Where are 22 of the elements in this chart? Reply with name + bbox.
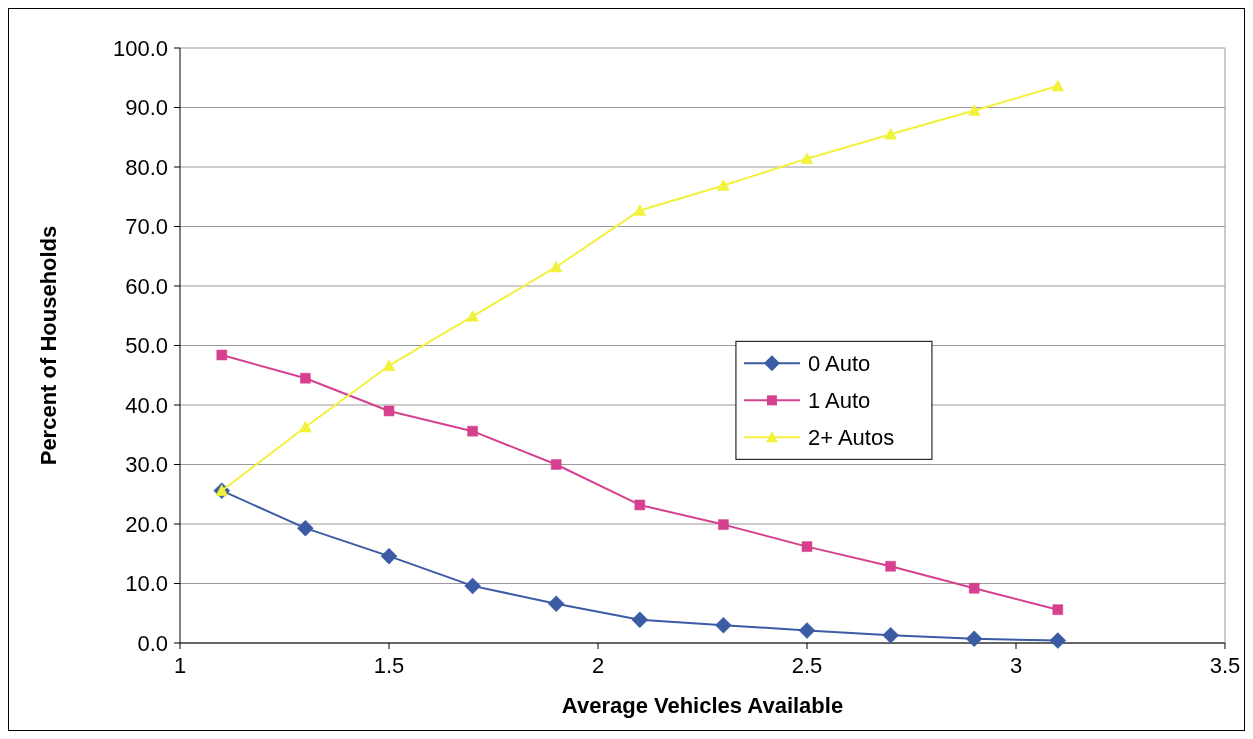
y-axis-title: Percent of Households <box>36 225 61 466</box>
y-tick-label: 50.0 <box>125 333 168 359</box>
y-tick-label: 10.0 <box>125 571 168 597</box>
x-tick-label: 3 <box>1009 653 1023 678</box>
y-tick-label: 30.0 <box>125 452 168 478</box>
x-tick-label: 1 <box>173 653 187 678</box>
x-tick-label: 1.5 <box>373 653 405 678</box>
x-axis-title: Average Vehicles Available <box>561 693 844 718</box>
y-tick-label: 60.0 <box>125 273 168 299</box>
legend-label: 0 Auto <box>807 351 871 377</box>
y-tick-label: 70.0 <box>125 214 168 240</box>
y-tick-label: 0.0 <box>137 630 168 656</box>
legend-label: 1 Auto <box>807 388 871 414</box>
y-tick-label: 20.0 <box>125 511 168 537</box>
x-tick-label: 2.5 <box>791 653 823 678</box>
y-tick-label: 90.0 <box>125 95 168 121</box>
x-tick-label: 3.5 <box>1209 653 1241 678</box>
y-tick-label: 80.0 <box>125 154 168 180</box>
legend-label: 2+ Autos <box>807 425 895 451</box>
y-tick-label: 100.0 <box>112 35 168 61</box>
y-tick-label: 40.0 <box>125 392 168 418</box>
x-tick-label: 2 <box>591 653 605 678</box>
